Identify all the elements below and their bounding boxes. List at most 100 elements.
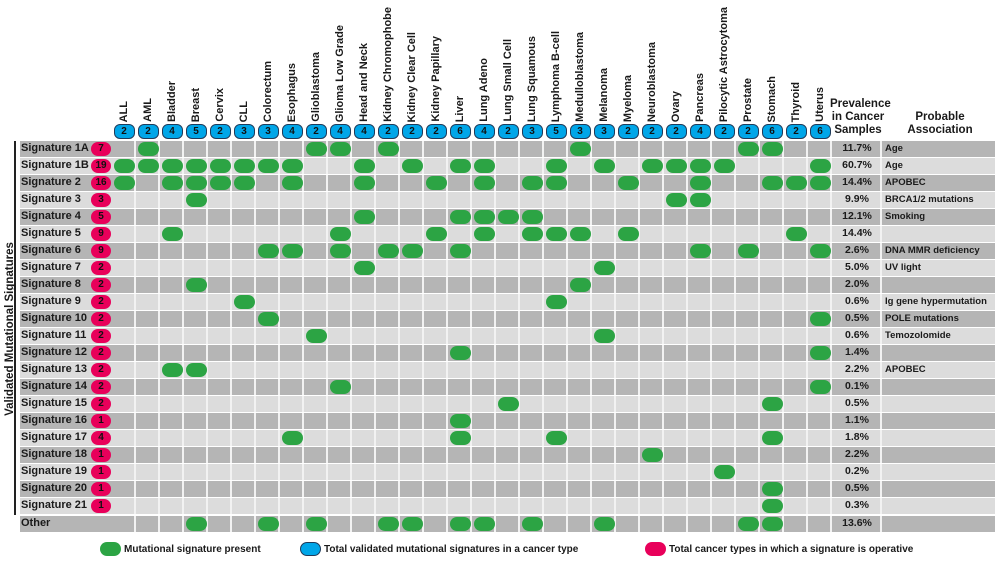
row-count-badge: 3 [91,192,111,207]
signature-present-marker [713,158,735,173]
matrix-cell [208,260,232,276]
matrix-cell [112,430,136,446]
matrix-cell [736,158,760,174]
row-count-badge: 19 [91,158,111,173]
matrix-cell [568,447,592,463]
signature-present-marker [473,516,495,531]
matrix-cell [784,430,808,446]
matrix-cell [520,311,544,327]
signature-present-marker [305,516,327,531]
matrix-cell [400,311,424,327]
matrix-cell [136,481,160,497]
matrix-cell [112,277,136,293]
matrix-cell [136,294,160,310]
row-count-badge: 1 [91,413,111,428]
matrix-cell [760,294,784,310]
matrix-cell [760,209,784,225]
matrix-cell [568,158,592,174]
prevalence-cell-bg [832,328,882,344]
matrix-cell [568,498,592,514]
matrix-cell [640,464,664,480]
row-count-badge: 9 [91,226,111,241]
association-value: Smoking [885,211,926,222]
column-count-badge: 2 [137,124,159,139]
matrix-cell [688,379,712,395]
matrix-cell [280,209,304,225]
matrix-cell [232,447,256,463]
prevalence-cell-bg [832,311,882,327]
matrix-cell [520,158,544,174]
column-count-badge: 2 [665,124,687,139]
matrix-cell [184,345,208,361]
legend-label: Mutational signature present [124,543,261,555]
matrix-cell [520,413,544,429]
signature-present-marker [353,175,375,190]
prevalence-cell-bg [832,294,882,310]
matrix-cell [664,328,688,344]
matrix-cell [352,379,376,395]
matrix-cell [784,464,808,480]
signature-present-marker [161,226,183,241]
matrix-cell [328,345,352,361]
matrix-cell [736,209,760,225]
matrix-cell [304,345,328,361]
matrix-cell [808,277,832,293]
signature-present-marker [473,209,495,224]
matrix-cell [472,396,496,412]
row-count-badge: 5 [91,209,111,224]
matrix-cell [376,464,400,480]
matrix-cell [160,430,184,446]
column-count-badge: 3 [521,124,543,139]
matrix-cell [448,498,472,514]
signature-present-marker [521,209,543,224]
matrix-cell [520,481,544,497]
matrix-cell [184,413,208,429]
matrix-cell [760,277,784,293]
row-label: Signature 11 [21,329,87,341]
row-count-badge: 9 [91,243,111,258]
matrix-cell [424,260,448,276]
matrix-cell [616,294,640,310]
matrix-cell [544,481,568,497]
matrix-cell [400,430,424,446]
matrix-cell [280,277,304,293]
prevalence-value: 0.6% [845,329,869,341]
matrix-cell [544,516,568,532]
matrix-cell [664,175,688,191]
matrix-cell [568,516,592,532]
matrix-cell [136,175,160,191]
signature-present-marker [449,516,471,531]
matrix-cell [664,516,688,532]
matrix-cell [496,277,520,293]
prevalence-cell-bg [832,516,882,532]
column-label: Liver [454,95,466,122]
matrix-cell [616,209,640,225]
matrix-cell [472,260,496,276]
matrix-cell [712,175,736,191]
matrix-cell [736,311,760,327]
signature-present-marker [545,226,567,241]
association-value: UV light [885,262,921,273]
association-value: Temozolomide [885,330,951,341]
matrix-cell [256,447,280,463]
matrix-cell [544,311,568,327]
matrix-cell [280,260,304,276]
matrix-cell [352,345,376,361]
prevalence-value: 1.4% [845,346,869,358]
matrix-cell [208,294,232,310]
column-label: Thyroid [790,81,802,122]
matrix-cell [280,498,304,514]
matrix-cell [280,345,304,361]
matrix-cell [136,516,160,532]
matrix-cell [328,192,352,208]
matrix-cell [736,430,760,446]
column-label: Myeloma [622,74,634,122]
matrix-cell [784,516,808,532]
matrix-cell [640,226,664,242]
prevalence-cell-bg [832,362,882,378]
matrix-cell [712,430,736,446]
matrix-cell [112,260,136,276]
prevalence-value: 13.6% [842,517,872,529]
matrix-cell [256,192,280,208]
matrix-cell [712,447,736,463]
